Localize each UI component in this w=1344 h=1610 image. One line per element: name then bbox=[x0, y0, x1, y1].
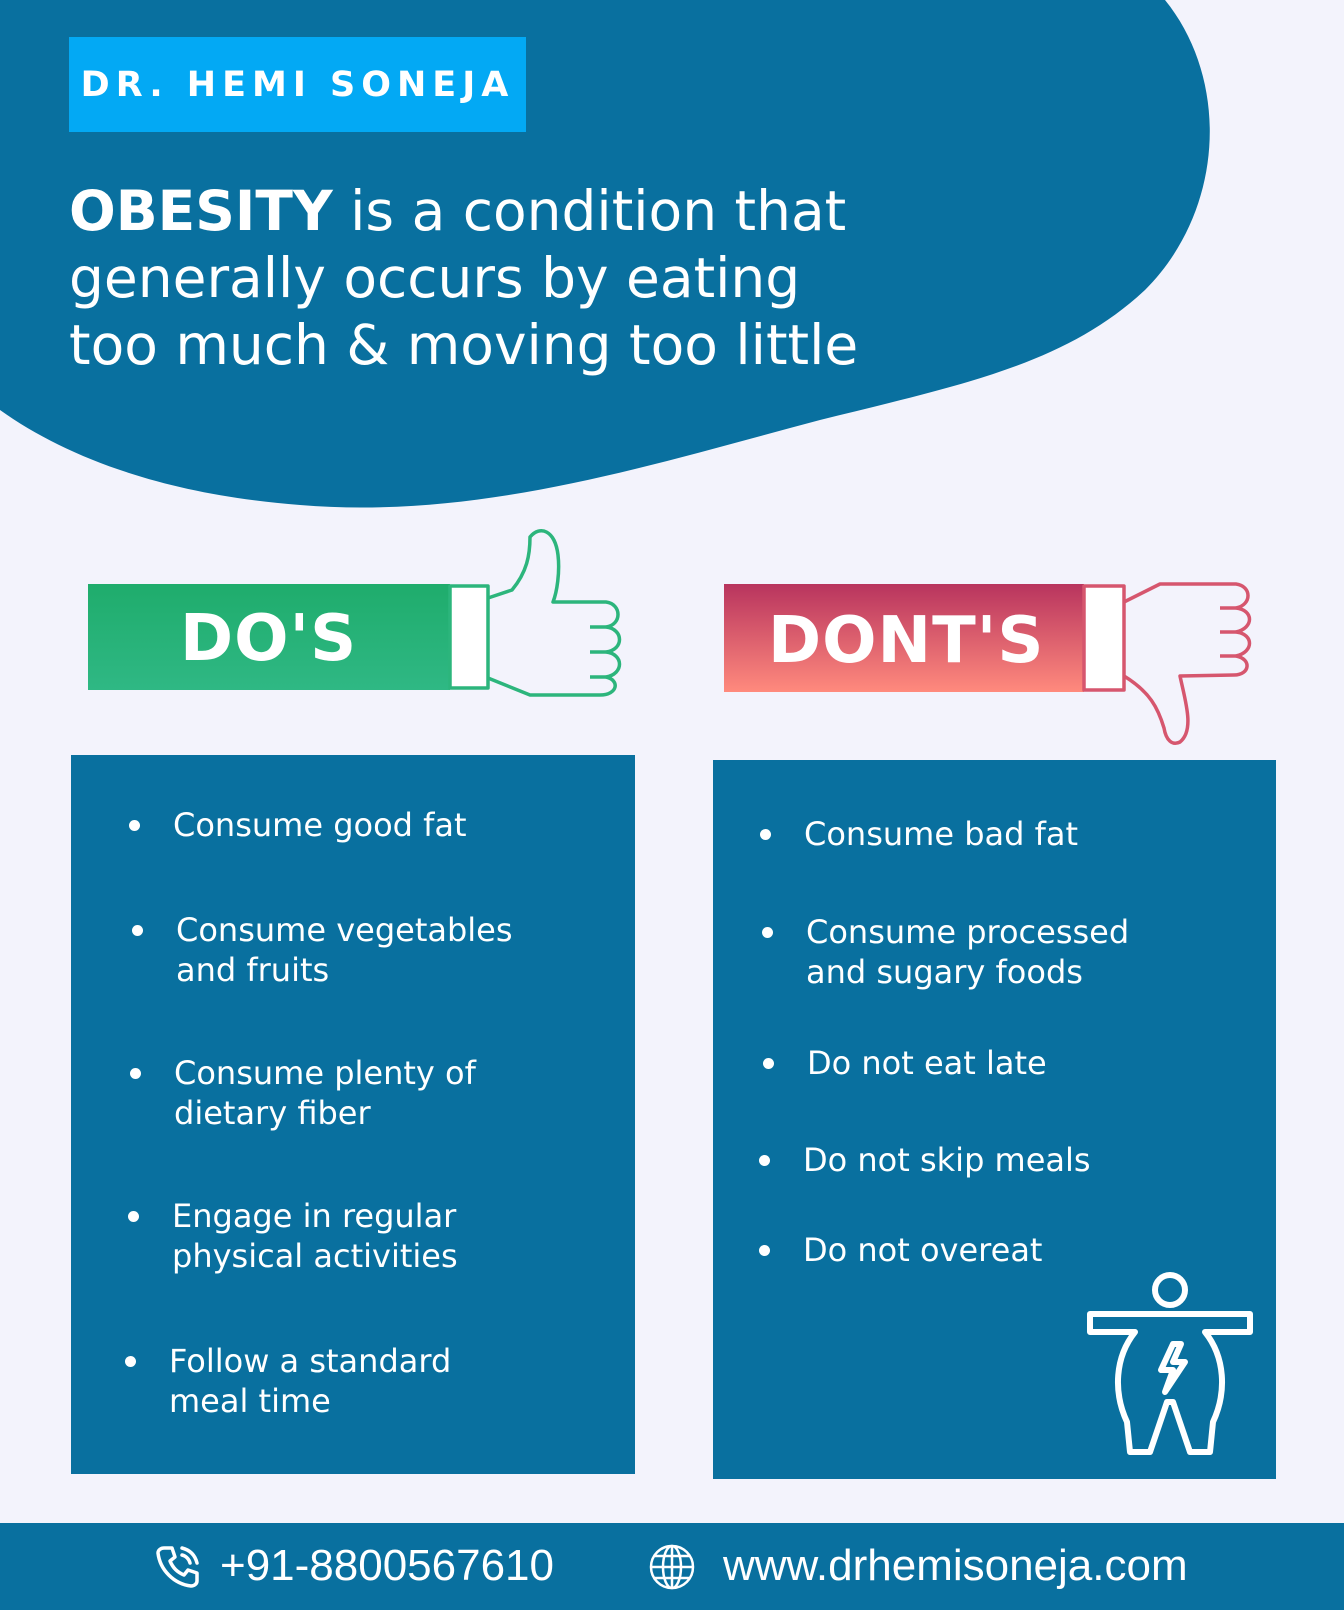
globe-icon bbox=[649, 1544, 695, 1590]
list-item: Follow a standard meal time bbox=[125, 1341, 451, 1421]
list-item: Consume good fat bbox=[129, 805, 467, 845]
list-item: Consume bad fat bbox=[760, 814, 1078, 854]
headline-line1: is a condition that bbox=[332, 179, 847, 243]
headline-line2: generally occurs by eating bbox=[69, 246, 801, 310]
list-item: Do not skip meals bbox=[759, 1140, 1091, 1180]
headline-line3: too much & moving too little bbox=[69, 313, 859, 377]
dos-title: DO'S bbox=[180, 602, 358, 676]
phone-icon bbox=[156, 1546, 199, 1588]
obese-body-icon bbox=[1087, 1272, 1253, 1455]
list-item: Do not overeat bbox=[759, 1230, 1042, 1270]
brand-name: DR. HEMI SONEJA bbox=[69, 37, 526, 132]
list-item: Consume plenty of dietary fiber bbox=[130, 1053, 476, 1133]
donts-title: DONT'S bbox=[768, 604, 1045, 678]
list-item: Engage in regular physical activities bbox=[128, 1196, 458, 1276]
phone-number[interactable]: +91-8800567610 bbox=[220, 1541, 554, 1590]
thumbs-down-icon bbox=[1082, 582, 1252, 745]
website-link[interactable]: www.drhemisoneja.com bbox=[723, 1541, 1188, 1590]
list-item: Consume vegetables and fruits bbox=[132, 910, 513, 990]
thumbs-up-icon bbox=[448, 529, 622, 697]
footer-bar: +91-8800567610 www.drhemisoneja.com bbox=[0, 1523, 1344, 1610]
dos-badge bbox=[88, 529, 1252, 745]
page-headline: OBESITY is a condition that generally oc… bbox=[69, 178, 929, 379]
headline-keyword: OBESITY bbox=[69, 179, 333, 243]
list-item: Consume processed and sugary foods bbox=[762, 912, 1129, 992]
list-item: Do not eat late bbox=[763, 1043, 1047, 1083]
dos-panel: Consume good fat Consume vegetables and … bbox=[71, 755, 635, 1474]
donts-panel: Consume bad fat Consume processed and su… bbox=[713, 760, 1276, 1479]
